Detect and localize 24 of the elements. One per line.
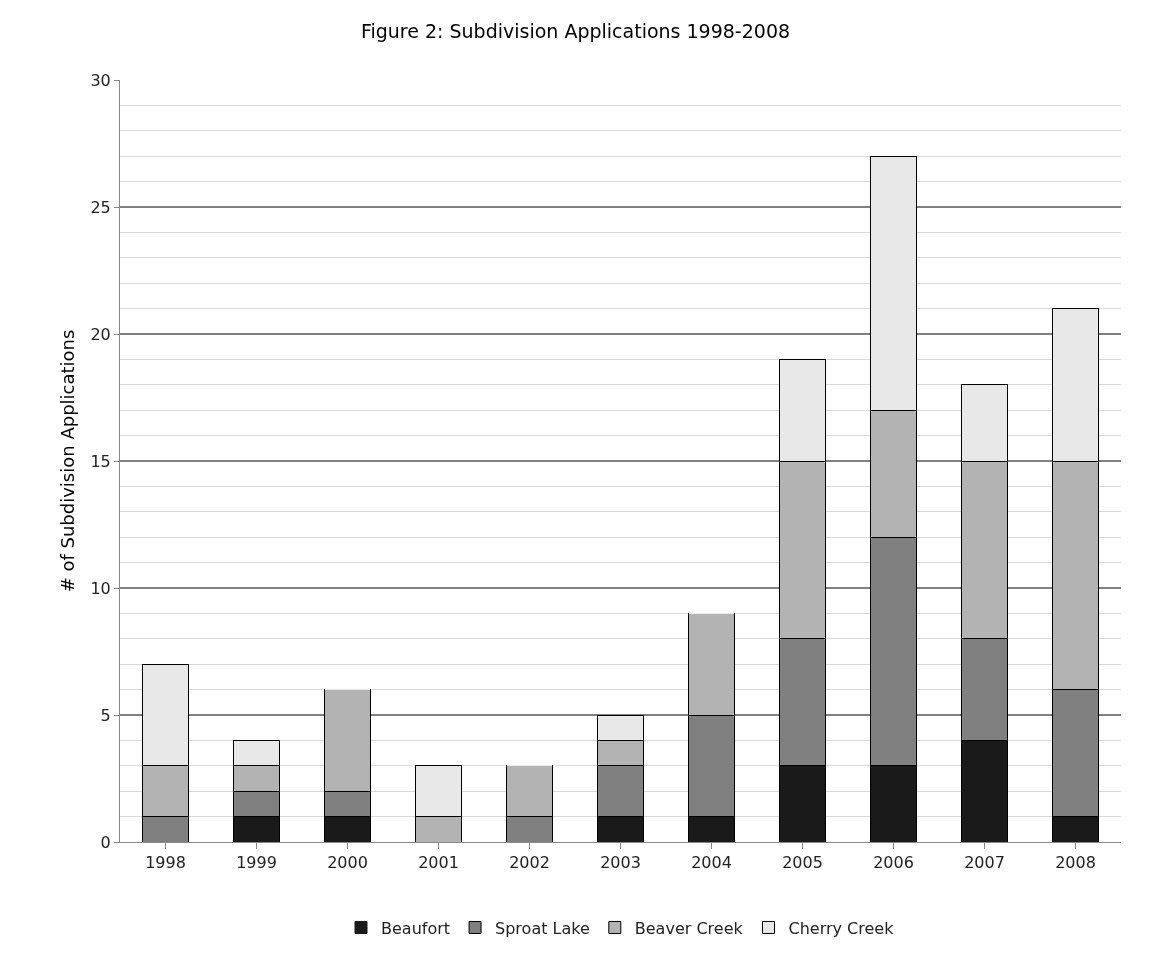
y-tick-label: 30 <box>90 70 111 90</box>
x-tick-label: 2000 <box>327 853 368 873</box>
x-tick-label: 2005 <box>782 853 823 873</box>
chart-title: Figure 2: Subdivision Applications 1998-2008 <box>360 19 791 42</box>
x-tick-label: 1999 <box>236 853 277 873</box>
y-tick-label: 10 <box>90 578 111 598</box>
legend-label: Beaver Creek <box>634 918 744 938</box>
x-tick-label: 2002 <box>509 853 550 873</box>
y-axis-title: # of Subdivision Applications <box>57 329 78 593</box>
y-tick-label: 5 <box>100 705 111 725</box>
legend-label: Sproat Lake <box>495 918 590 938</box>
x-tick-label: 1998 <box>145 853 186 873</box>
x-tick-label: 2004 <box>691 853 732 873</box>
legend-label: Beaufort <box>381 918 451 938</box>
x-tick-label: 2008 <box>1055 853 1096 873</box>
legend-label: Cherry Creek <box>788 918 895 938</box>
y-tick-label: 0 <box>100 832 111 852</box>
x-tick-label: 2007 <box>964 853 1005 873</box>
x-tick-label: 2001 <box>418 853 459 873</box>
y-tick-label: 20 <box>90 324 111 344</box>
x-tick-label: 2006 <box>873 853 914 873</box>
y-tick-label: 25 <box>90 197 111 217</box>
x-tick-label: 2003 <box>600 853 641 873</box>
y-tick-label: 15 <box>90 451 111 471</box>
